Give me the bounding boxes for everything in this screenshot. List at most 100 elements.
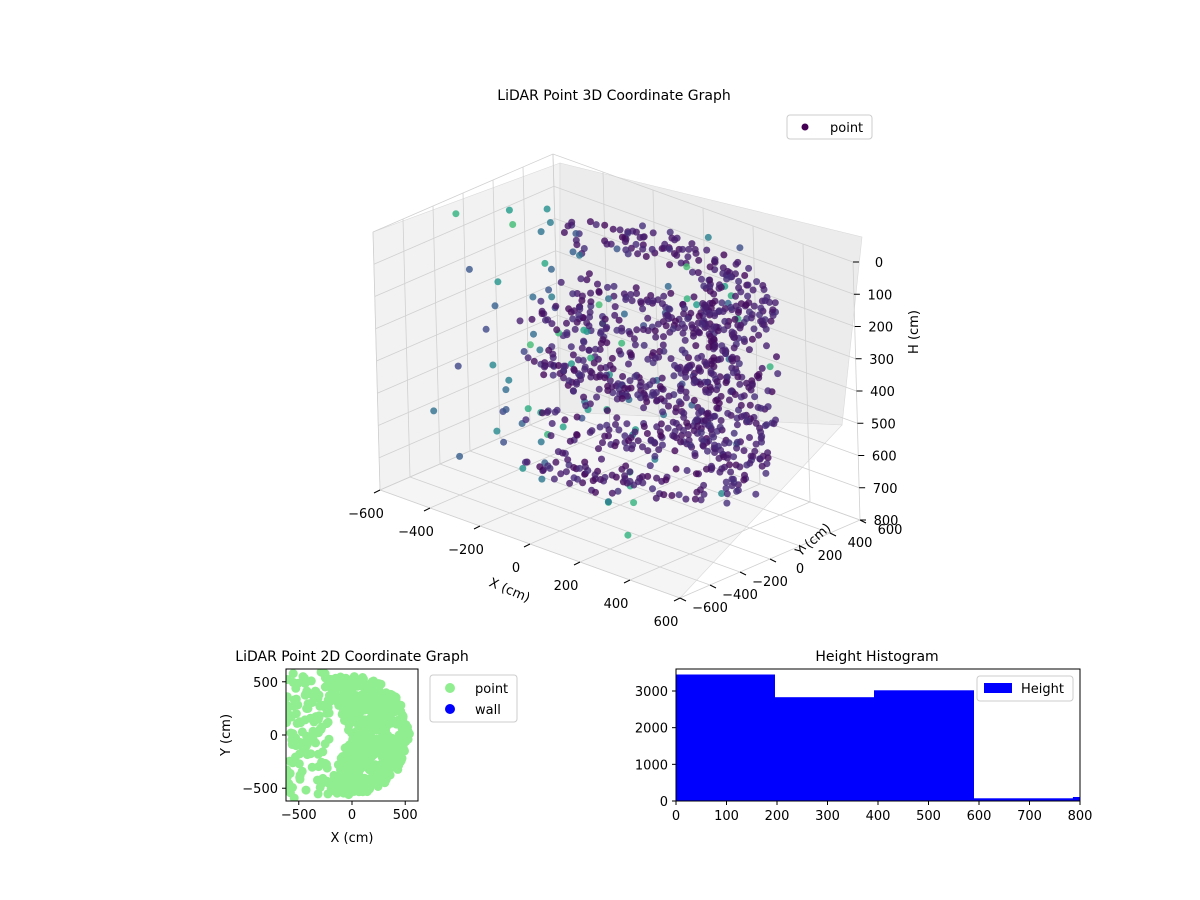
point-3d (733, 444, 741, 452)
x-tick (623, 579, 631, 584)
point-3d (570, 307, 578, 315)
point-3d (683, 419, 691, 427)
point-2d (358, 674, 368, 684)
point-3d (750, 302, 758, 310)
point-3d (626, 330, 634, 338)
point-3d (633, 326, 641, 334)
point-3d (733, 438, 741, 446)
point-3d (695, 312, 703, 320)
point-3d (727, 468, 735, 476)
point-3d (547, 360, 555, 368)
point-3d (721, 463, 729, 471)
point-3d (757, 434, 765, 442)
point-3d (530, 357, 538, 365)
point-3d (766, 363, 774, 371)
point-3d (642, 394, 650, 402)
z-tick-label: 400 (870, 385, 895, 400)
grid-line (373, 185, 855, 295)
point-3d (538, 475, 546, 483)
point-3d (639, 222, 646, 230)
point-3d (740, 412, 748, 420)
x-axis-2d-label: X (cm) (331, 831, 374, 846)
x-tick-label: −500 (281, 808, 317, 823)
point-2d (341, 755, 351, 765)
point-3d (553, 406, 561, 414)
point-2d (286, 675, 293, 684)
point-3d (697, 496, 705, 504)
point-3d (603, 240, 611, 248)
point-3d (679, 245, 687, 253)
legend-3d: point (786, 114, 873, 140)
point-3d (592, 488, 599, 496)
point-3d (546, 219, 554, 226)
point-3d (627, 351, 635, 359)
point-3d (679, 329, 687, 337)
point-3d (597, 339, 605, 347)
point-2d (344, 790, 354, 800)
point-3d (636, 234, 644, 241)
point-3d (727, 303, 735, 311)
point-3d (702, 388, 710, 396)
point-3d (595, 301, 603, 309)
point-3d (566, 437, 574, 445)
point-3d (644, 298, 652, 306)
y-tick-label: −400 (722, 588, 758, 603)
point-3d (666, 228, 674, 236)
point-3d (672, 408, 680, 416)
point-3d (746, 434, 753, 441)
point-3d (562, 468, 570, 476)
point-3d (537, 297, 545, 305)
point-3d (675, 398, 683, 406)
point-2d (328, 680, 338, 689)
point-3d (730, 333, 738, 341)
legend-wall-label: wall (475, 703, 501, 718)
point-3d (631, 341, 639, 349)
point-3d (586, 218, 594, 226)
point-3d (704, 233, 712, 241)
point-2d (286, 718, 292, 727)
point-3d (763, 342, 770, 350)
point-3d (690, 332, 697, 340)
point-3d (665, 392, 673, 400)
point-3d (612, 421, 619, 428)
point-3d (627, 384, 635, 392)
point-3d (570, 387, 577, 395)
point-3d (588, 369, 596, 377)
y-tick-label: 2000 (635, 722, 668, 737)
histogram-bar (974, 798, 1073, 802)
point-3d (578, 344, 586, 352)
point-3d (763, 293, 771, 301)
point-3d (536, 463, 544, 471)
point-3d (746, 401, 754, 409)
point-3d (764, 387, 772, 395)
point-3d (554, 448, 562, 456)
point-2d (286, 765, 292, 775)
point-3d (741, 272, 749, 279)
point-3d (716, 281, 723, 289)
point-3d (773, 353, 780, 361)
point-3d (682, 394, 690, 402)
point-3d (586, 428, 594, 436)
point-3d (693, 488, 701, 496)
point-3d (519, 464, 527, 472)
point-3d (622, 296, 630, 303)
point-3d (681, 349, 689, 357)
point-3d (748, 381, 756, 389)
point-3d (430, 407, 438, 415)
point-3d (651, 327, 659, 335)
point-3d (706, 283, 714, 291)
x-tick-label: −200 (448, 543, 484, 558)
point-3d (733, 421, 741, 429)
point-3d (598, 455, 605, 463)
point-2d (301, 785, 311, 795)
point-3d (749, 286, 757, 294)
point-3d (740, 392, 748, 400)
height-histogram: Height Histogram 0 100 200 300 400 500 600 700 8… (635, 649, 1093, 824)
ticks-2d: −500 0 500 −500 0 500 (242, 676, 417, 823)
point-3d (692, 470, 700, 478)
point-3d (736, 324, 744, 332)
point-3d (611, 303, 619, 311)
point-3d (639, 245, 647, 253)
point-3d (710, 290, 718, 298)
point-2d (295, 717, 305, 727)
